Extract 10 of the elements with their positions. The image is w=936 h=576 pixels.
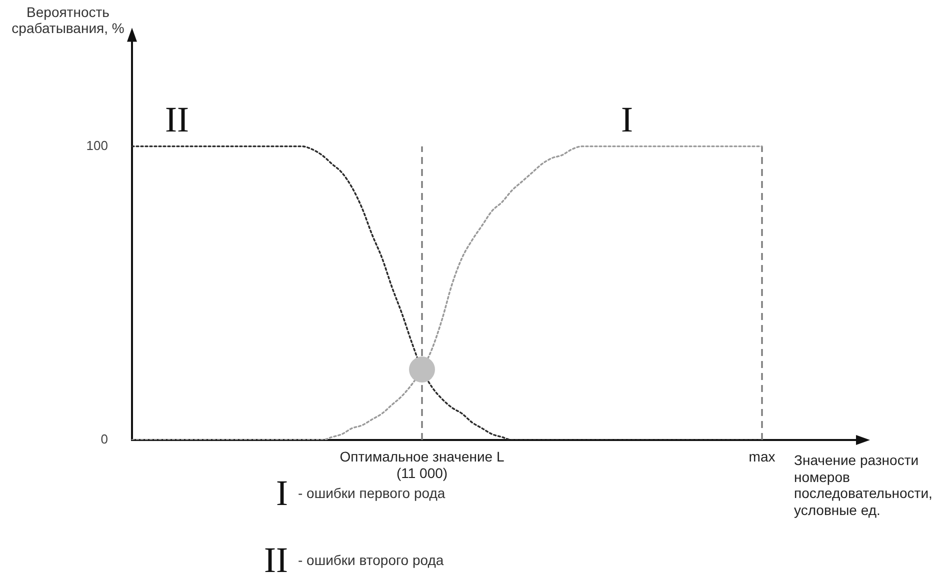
y-tick-label: 100 (86, 138, 108, 153)
series-label: II (165, 99, 189, 140)
x-tick-label: max (748, 448, 776, 464)
line-series (131, 145, 763, 440)
x-tick-label: Оптимальное значение L (11 000) (340, 448, 504, 482)
text: II - ошибки второго рода (263, 540, 444, 576)
y-axis-title: Вероятность срабатывания, % (10, 4, 126, 36)
series-label: I (621, 99, 633, 140)
x-axis-title: Значение разности номеров последовательности, условные ед. (794, 452, 934, 518)
y-tick-label: 0 (100, 432, 108, 447)
